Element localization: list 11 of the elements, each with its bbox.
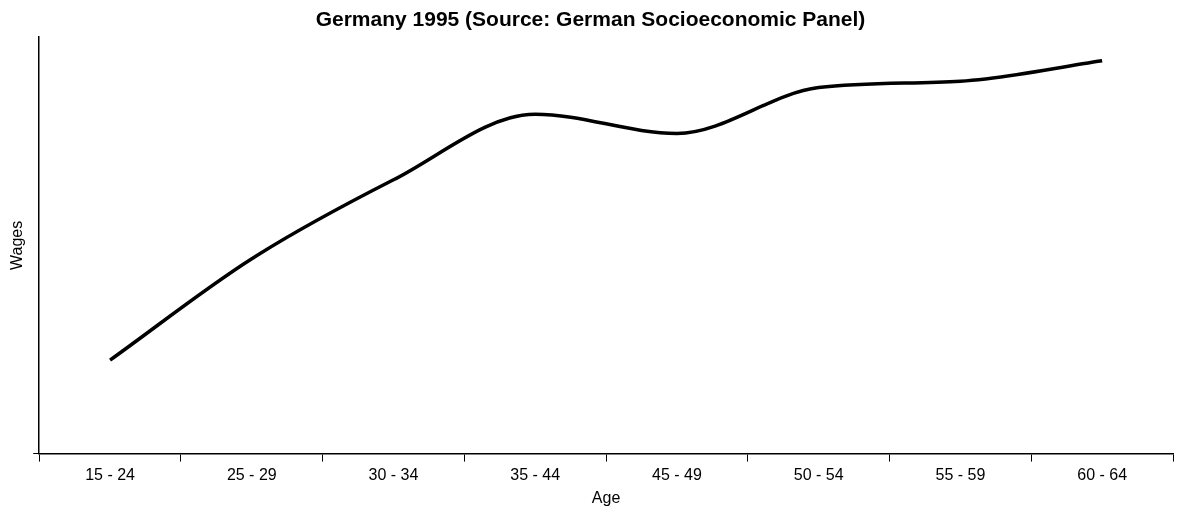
x-tick-label: 55 - 59 [935,465,986,483]
y-axis-title: Wages [8,220,26,270]
x-tick-label: 60 - 64 [1077,465,1128,483]
chart-title: Germany 1995 (Source: German Socioeconomic Panel) [315,7,866,31]
x-tick-label: 30 - 34 [368,465,419,483]
x-tick-label: 25 - 29 [226,465,277,483]
x-axis-title: Age [591,488,621,506]
x-tick-label: 35 - 44 [510,465,561,483]
x-tick-label: 50 - 54 [793,465,844,483]
x-tick-label: 15 - 24 [85,465,136,483]
x-tick-label: 45 - 49 [652,465,702,483]
